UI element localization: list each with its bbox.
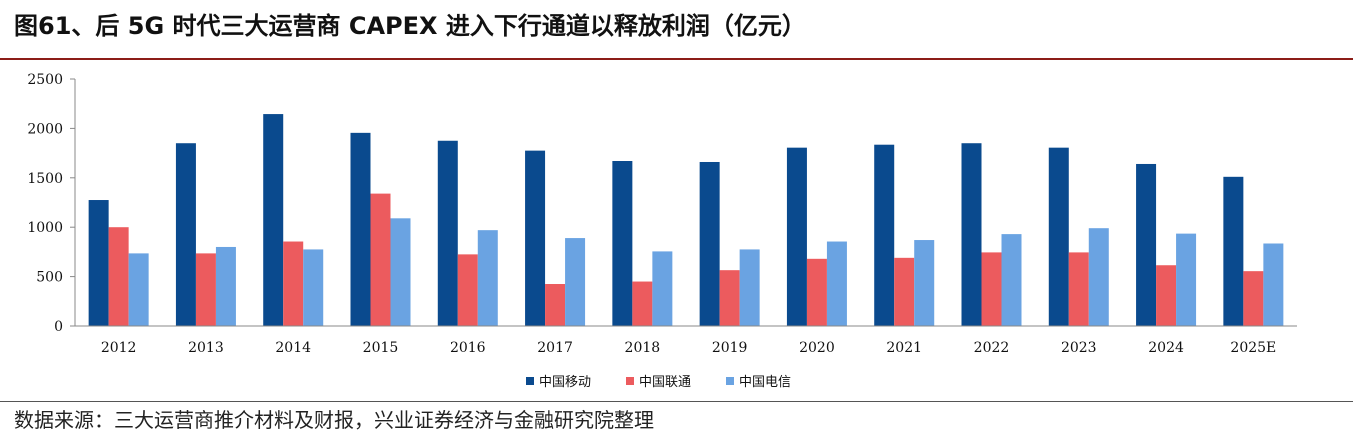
- bar-1-2012: [88, 200, 109, 326]
- x-tick-label: 2012: [101, 340, 137, 356]
- bar-3-2024: [1176, 233, 1197, 326]
- x-tick-label: 2023: [1061, 340, 1097, 356]
- bar-2-2013: [195, 253, 216, 326]
- bar-2-2022: [981, 252, 1002, 326]
- bar-1-2020: [786, 147, 807, 326]
- legend: 中国移动 中国联通 中国电信: [526, 375, 791, 390]
- bar-1-2017: [525, 150, 546, 326]
- bar-1-2022: [961, 143, 982, 326]
- x-tick-label: 2014: [275, 340, 311, 356]
- bar-2-2021: [894, 257, 915, 326]
- legend-label: 中国移动: [539, 375, 591, 390]
- legend-swatch: [526, 377, 534, 385]
- page-title: 图61、后 5G 时代三大运营商 CAPEX 进入下行通道以释放利润（亿元）: [14, 12, 806, 40]
- legend-swatch: [726, 377, 734, 385]
- x-tick-label: 2019: [712, 340, 748, 356]
- legend-label: 中国电信: [739, 375, 791, 390]
- bar-2-2015: [370, 193, 391, 326]
- bar-1-2013: [175, 143, 196, 326]
- bar-3-2025E: [1263, 243, 1284, 326]
- bar-2-2016: [457, 254, 478, 326]
- y-tick-label: 1000: [27, 220, 63, 236]
- bar-1-2018: [612, 161, 633, 326]
- x-tick-label: 2015: [363, 340, 399, 356]
- bar-2-2025E: [1243, 271, 1264, 326]
- bar-2-2020: [806, 258, 827, 326]
- bar-3-2021: [914, 240, 935, 326]
- bar-3-2022: [1001, 234, 1022, 326]
- x-tick-label: 2025E: [1230, 340, 1276, 356]
- bar-1-2016: [437, 140, 458, 326]
- x-tick-label: 2024: [1148, 340, 1184, 356]
- source-note: 数据来源：三大运营商推介材料及财报，兴业证券经济与金融研究院整理: [14, 408, 654, 432]
- legend-label: 中国联通: [639, 375, 691, 390]
- x-tick-label: 2021: [886, 340, 922, 356]
- x-axis: 2012 2013 2014 2015 2016 2017 2018 2019 2020 2021…: [75, 325, 1297, 356]
- bar-series-group: [88, 114, 1284, 326]
- bar-3-2019: [739, 249, 760, 326]
- x-tick-label: 2016: [450, 340, 486, 356]
- y-tick-label: 2500: [27, 72, 63, 88]
- bar-1-2014: [263, 114, 284, 326]
- bar-3-2017: [565, 238, 586, 326]
- bar-2-2024: [1156, 265, 1177, 326]
- y-tick-label: 2000: [27, 121, 63, 137]
- bar-1-2023: [1048, 147, 1069, 326]
- title-divider: [0, 58, 1353, 60]
- legend-swatch: [626, 377, 634, 385]
- bar-2-2014: [283, 241, 304, 326]
- y-tick-label: 1500: [27, 171, 63, 187]
- bar-1-2019: [699, 161, 720, 326]
- bar-2-2017: [545, 284, 566, 326]
- bar-3-2018: [652, 251, 673, 326]
- bar-3-2013: [215, 246, 236, 326]
- x-tick-label: 2020: [799, 340, 835, 356]
- bar-3-2014: [303, 249, 324, 326]
- bar-3-2023: [1088, 228, 1109, 326]
- bar-3-2012: [128, 253, 149, 326]
- y-axis: 0 500 1000 1500 2000 2500: [27, 72, 76, 335]
- bar-2-2012: [108, 227, 129, 326]
- bar-1-2025E: [1223, 176, 1244, 326]
- bar-3-2015: [390, 218, 411, 326]
- x-tick-label: 2017: [537, 340, 573, 356]
- bar-1-2021: [874, 144, 895, 326]
- bar-3-2016: [477, 230, 498, 326]
- bar-2-2023: [1068, 252, 1089, 326]
- bar-1-2024: [1136, 163, 1157, 326]
- bar-3-2020: [826, 241, 847, 326]
- x-tick-label: 2018: [625, 340, 661, 356]
- x-tick-label: 2013: [188, 340, 224, 356]
- y-tick-label: 0: [54, 319, 63, 335]
- x-tick-label: 2022: [974, 340, 1010, 356]
- bar-2-2019: [719, 270, 740, 326]
- bar-1-2015: [350, 132, 371, 326]
- source-divider: [0, 401, 1353, 402]
- y-tick-label: 500: [36, 270, 63, 286]
- bar-2-2018: [632, 281, 653, 326]
